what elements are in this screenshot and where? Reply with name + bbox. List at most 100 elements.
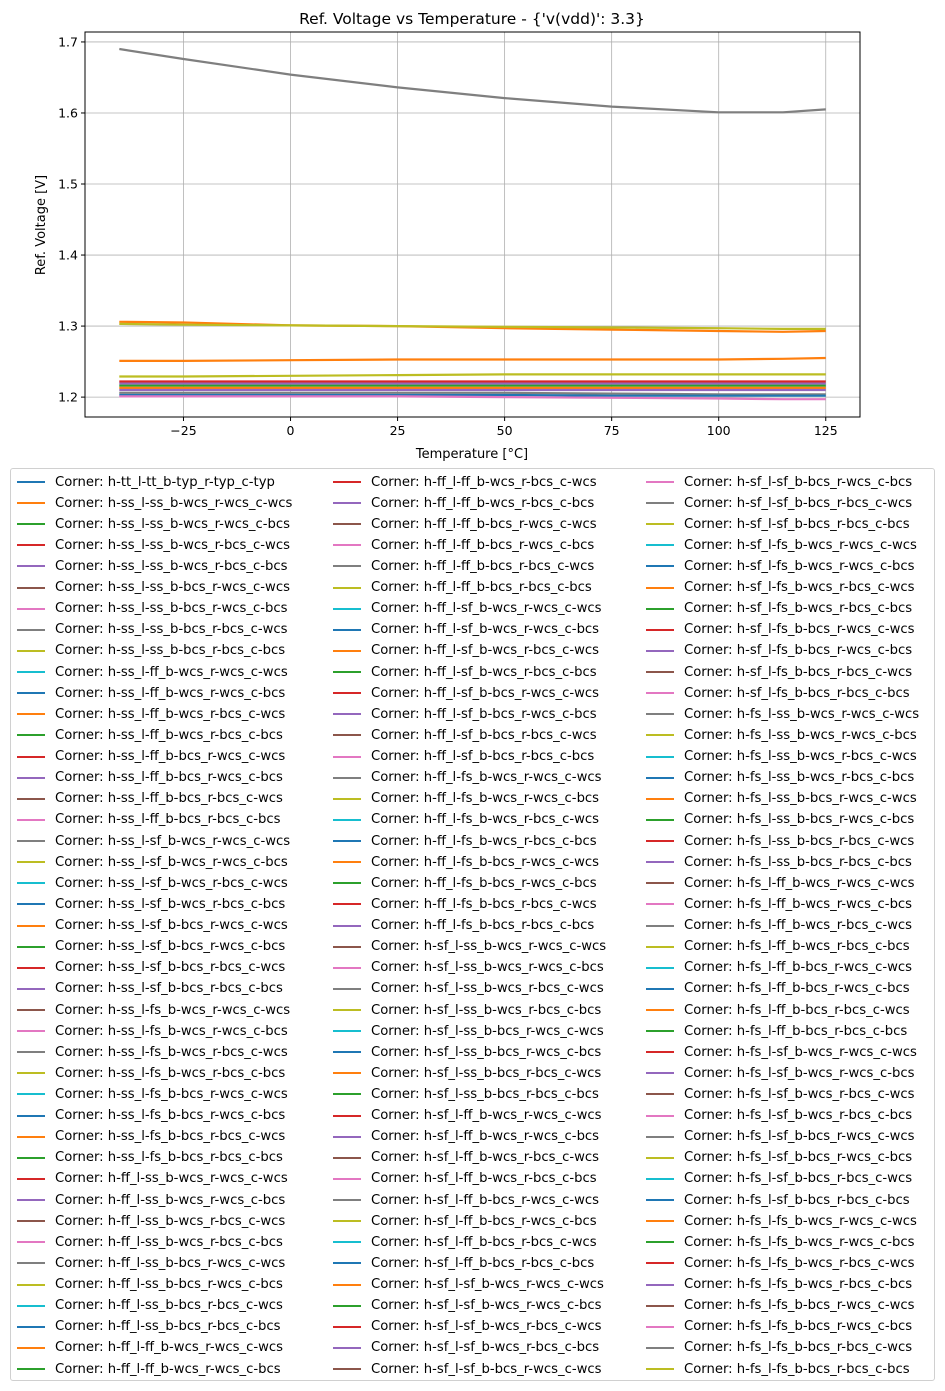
legend-swatch — [333, 734, 361, 737]
legend-item: Corner: h-sf_l-fs_b-bcs_r-bcs_c-bcs — [646, 683, 910, 703]
legend-item: Corner: h-ss_l-sf_b-wcs_r-wcs_c-wcs — [17, 831, 290, 851]
legend-label: Corner: h-ff_l-fs_b-wcs_r-bcs_c-wcs — [371, 812, 600, 828]
legend-swatch — [333, 649, 361, 652]
legend-swatch — [17, 797, 45, 800]
legend-swatch — [646, 882, 674, 885]
legend-swatch — [333, 1304, 361, 1307]
legend-label: Corner: h-ff_l-sf_b-bcs_r-wcs_c-wcs — [371, 685, 600, 701]
legend-item: Corner: h-sf_l-fs_b-wcs_r-bcs_c-bcs — [646, 599, 912, 619]
legend-label: Corner: h-ss_l-sf_b-wcs_r-wcs_c-wcs — [55, 833, 291, 849]
legend-label: Corner: h-sf_l-fs_b-wcs_r-bcs_c-bcs — [684, 601, 913, 617]
legend-swatch — [17, 671, 45, 674]
legend-swatch — [17, 882, 45, 885]
legend-item: Corner: h-ss_l-ss_b-bcs_r-wcs_c-bcs — [17, 599, 288, 619]
legend-label: Corner: h-ss_l-fs_b-bcs_r-wcs_c-wcs — [55, 1086, 288, 1102]
legend-item: Corner: h-sf_l-ss_b-bcs_r-wcs_c-wcs — [333, 1021, 604, 1041]
legend-swatch — [17, 586, 45, 589]
legend-item: Corner: h-ss_l-ss_b-wcs_r-wcs_c-bcs — [17, 514, 290, 534]
legend-label: Corner: h-ff_l-fs_b-wcs_r-bcs_c-bcs — [371, 833, 597, 849]
legend-swatch — [333, 903, 361, 906]
legend-label: Corner: h-ff_l-sf_b-wcs_r-wcs_c-wcs — [371, 601, 602, 617]
legend-item: Corner: h-fs_l-ff_b-bcs_r-wcs_c-bcs — [646, 979, 910, 999]
legend-swatch — [17, 649, 45, 652]
legend-item: Corner: h-sf_l-fs_b-wcs_r-wcs_c-bcs — [646, 556, 914, 576]
legend-item: Corner: h-ss_l-ss_b-bcs_r-bcs_c-bcs — [17, 641, 285, 661]
legend-item: Corner: h-ss_l-fs_b-wcs_r-bcs_c-bcs — [17, 1063, 285, 1083]
legend-swatch — [646, 692, 674, 695]
legend-label: Corner: h-ss_l-ff_b-bcs_r-wcs_c-wcs — [55, 749, 286, 765]
legend-label: Corner: h-ss_l-sf_b-bcs_r-bcs_c-bcs — [55, 981, 283, 997]
legend-label: Corner: h-sf_l-fs_b-bcs_r-bcs_c-bcs — [684, 685, 910, 701]
legend-item: Corner: h-ss_l-fs_b-wcs_r-wcs_c-bcs — [17, 1021, 288, 1041]
legend-label: Corner: h-ff_l-ss_b-wcs_r-wcs_c-wcs — [55, 1171, 288, 1187]
legend-swatch — [17, 776, 45, 779]
legend-label: Corner: h-ss_l-ff_b-wcs_r-wcs_c-bcs — [55, 685, 286, 701]
legend-swatch — [17, 755, 45, 758]
legend-swatch — [17, 924, 45, 927]
legend-swatch — [333, 818, 361, 821]
legend-swatch — [646, 1262, 674, 1265]
legend-item: Corner: h-ss_l-sf_b-wcs_r-bcs_c-bcs — [17, 894, 285, 914]
legend-swatch — [333, 1009, 361, 1011]
legend-item: Corner: h-ff_l-ff_b-bcs_r-bcs_c-bcs — [333, 578, 592, 598]
legend-item: Corner: h-ss_l-ss_b-wcs_r-bcs_c-wcs — [17, 535, 290, 555]
series-lines — [119, 47, 826, 401]
legend-label: Corner: h-ff_l-ss_b-wcs_r-bcs_c-bcs — [55, 1234, 283, 1250]
legend-item: Corner: h-ff_l-ff_b-bcs_r-wcs_c-bcs — [333, 535, 594, 555]
legend-item: Corner: h-sf_l-ff_b-bcs_r-bcs_c-wcs — [333, 1232, 597, 1252]
legend-swatch — [646, 987, 674, 990]
legend-swatch — [646, 1241, 674, 1244]
legend-item: Corner: h-ss_l-fs_b-wcs_r-bcs_c-wcs — [17, 1042, 288, 1062]
legend-label: Corner: h-sf_l-fs_b-bcs_r-wcs_c-bcs — [684, 643, 913, 659]
legend-item: Corner: h-sf_l-ss_b-wcs_r-bcs_c-bcs — [333, 1000, 601, 1020]
legend-swatch — [17, 1072, 45, 1075]
legend-swatch — [17, 1199, 45, 1202]
legend-item: Corner: h-fs_l-ff_b-bcs_r-wcs_c-wcs — [646, 958, 912, 978]
legend-label: Corner: h-ff_l-ss_b-bcs_r-bcs_c-wcs — [55, 1298, 283, 1314]
x-tick-label: 75 — [604, 423, 620, 438]
legend-item: Corner: h-ss_l-ff_b-wcs_r-wcs_c-wcs — [17, 662, 288, 682]
legend-item: Corner: h-fs_l-fs_b-wcs_r-bcs_c-wcs — [646, 1253, 914, 1273]
legend-item: Corner: h-fs_l-fs_b-bcs_r-wcs_c-wcs — [646, 1296, 914, 1316]
legend-swatch — [17, 565, 45, 568]
legend-label: Corner: h-ff_l-ff_b-wcs_r-bcs_c-bcs — [371, 495, 595, 511]
legend-label: Corner: h-sf_l-ss_b-wcs_r-wcs_c-wcs — [371, 939, 607, 955]
legend-label: Corner: h-ff_l-ss_b-bcs_r-wcs_c-bcs — [55, 1277, 283, 1293]
legend-swatch — [333, 1325, 361, 1328]
legend-label: Corner: h-fs_l-fs_b-wcs_r-bcs_c-bcs — [684, 1277, 913, 1293]
legend-item: Corner: h-sf_l-ff_b-bcs_r-bcs_c-bcs — [333, 1253, 594, 1273]
legend-swatch — [333, 544, 361, 547]
legend-swatch — [17, 1241, 45, 1244]
legend-item: Corner: h-ff_l-fs_b-wcs_r-bcs_c-bcs — [333, 831, 597, 851]
legend-swatch — [646, 776, 674, 779]
legend-swatch — [646, 1051, 674, 1054]
legend-swatch — [646, 586, 674, 589]
legend-swatch — [333, 924, 361, 927]
legend-label: Corner: h-ff_l-sf_b-wcs_r-wcs_c-bcs — [371, 622, 600, 638]
legend-label: Corner: h-fs_l-ff_b-bcs_r-wcs_c-wcs — [684, 960, 913, 976]
legend-item: Corner: h-ss_l-fs_b-bcs_r-bcs_c-bcs — [17, 1148, 283, 1168]
legend-item: Corner: h-ss_l-fs_b-wcs_r-wcs_c-wcs — [17, 1000, 290, 1020]
legend-label: Corner: h-fs_l-ff_b-wcs_r-bcs_c-bcs — [684, 939, 910, 955]
legend-label: Corner: h-sf_l-sf_b-wcs_r-bcs_c-wcs — [371, 1319, 602, 1335]
legend-item: Corner: h-sf_l-sf_b-wcs_r-bcs_c-bcs — [333, 1338, 599, 1358]
legend-swatch — [333, 1135, 361, 1138]
y-tick-label: 1.3 — [58, 319, 78, 334]
legend-swatch — [333, 882, 361, 885]
legend-label: Corner: h-fs_l-ss_b-bcs_r-wcs_c-wcs — [684, 791, 917, 807]
legend-swatch — [646, 818, 674, 821]
legend-label: Corner: h-sf_l-ss_b-wcs_r-wcs_c-bcs — [371, 960, 604, 976]
legend-swatch — [646, 523, 674, 526]
legend-label: Corner: h-sf_l-sf_b-bcs_r-wcs_c-wcs — [371, 1361, 602, 1377]
legend-item: Corner: h-ss_l-ff_b-wcs_r-wcs_c-bcs — [17, 683, 285, 703]
legend-swatch — [646, 1283, 674, 1286]
legend-swatch — [646, 734, 674, 737]
legend-item: Corner: h-ss_l-ff_b-bcs_r-wcs_c-bcs — [17, 768, 283, 788]
legend-label: Corner: h-sf_l-ss_b-bcs_r-bcs_c-wcs — [371, 1065, 602, 1081]
legend-swatch — [17, 840, 45, 843]
legend-label: Corner: h-sf_l-ff_b-bcs_r-bcs_c-wcs — [371, 1234, 597, 1250]
legend-label: Corner: h-ff_l-ss_b-bcs_r-wcs_c-wcs — [55, 1255, 286, 1271]
legend-label: Corner: h-ss_l-fs_b-bcs_r-bcs_c-bcs — [55, 1150, 283, 1166]
legend-item: Corner: h-fs_l-fs_b-bcs_r-bcs_c-bcs — [646, 1359, 910, 1379]
legend-item: Corner: h-ss_l-fs_b-bcs_r-wcs_c-bcs — [17, 1106, 285, 1126]
